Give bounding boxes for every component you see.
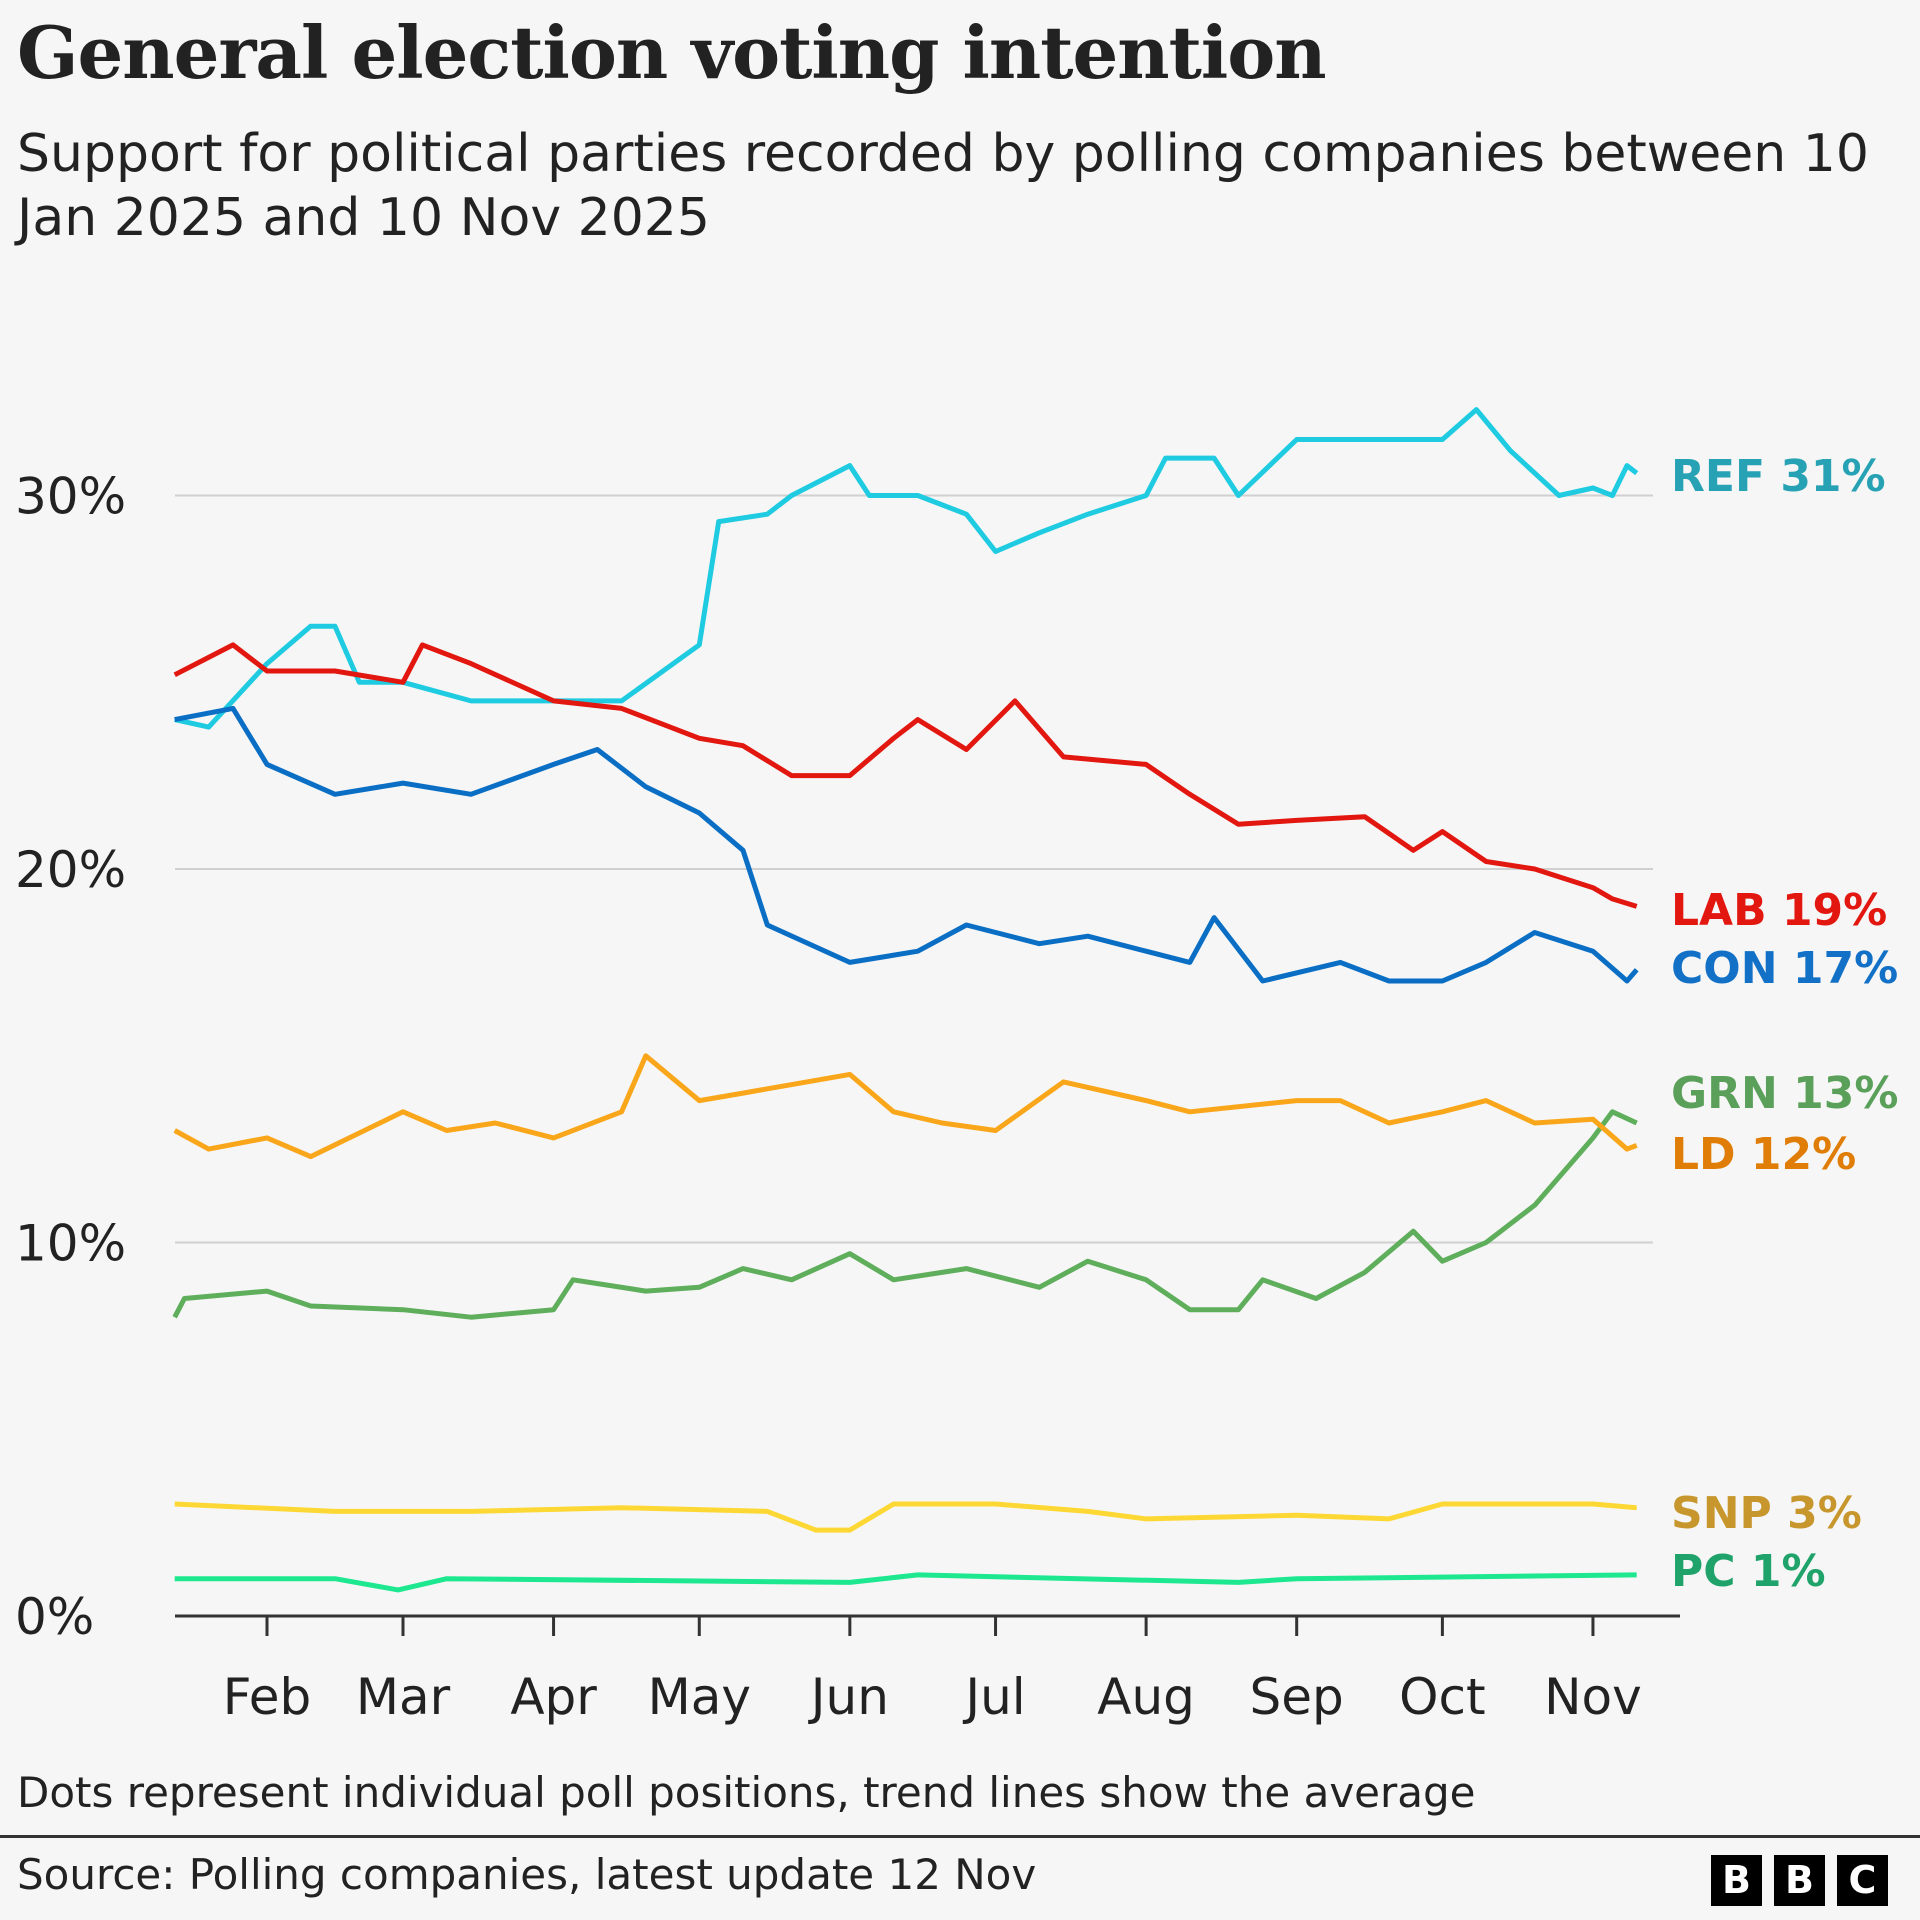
series-label-snp: SNP 3% xyxy=(1671,1488,1862,1539)
x-tick-label: Oct xyxy=(1399,1668,1485,1726)
series-label-lab: LAB 19% xyxy=(1671,885,1887,936)
x-tick-label: Aug xyxy=(1097,1668,1195,1726)
series-label-grn: GRN 13% xyxy=(1671,1068,1898,1119)
source-text: Source: Polling companies, latest update… xyxy=(17,1850,1037,1899)
x-tick-label: May xyxy=(648,1668,751,1726)
x-tick-label: Feb xyxy=(223,1668,312,1726)
x-tick-label: Sep xyxy=(1250,1668,1344,1726)
x-tick-label: Jul xyxy=(962,1668,1025,1726)
footer-divider xyxy=(0,1835,1920,1838)
chart-note: Dots represent individual poll positions… xyxy=(17,1768,1476,1817)
series-label-ld: LD 12% xyxy=(1671,1129,1856,1180)
y-tick-label: 10% xyxy=(15,1215,126,1273)
y-tick-label: 30% xyxy=(15,468,126,526)
x-tick-label: Mar xyxy=(356,1668,451,1726)
trend-line-ld xyxy=(173,1053,1638,1160)
series-label-pc: PC 1% xyxy=(1671,1546,1826,1597)
series-label-con: CON 17% xyxy=(1671,943,1898,994)
trend-line-grn xyxy=(172,1109,1638,1320)
y-tick-label: 0% xyxy=(15,1588,94,1646)
line-chart: 0% 10% 20% 30% Feb Mar Apr May Jun Jul Aug Sep Oct No… xyxy=(15,407,1898,1726)
y-tick-label: 20% xyxy=(15,841,126,899)
trend-line-snp xyxy=(174,1501,1637,1533)
trend-line-pc xyxy=(174,1572,1637,1593)
x-tick-label: Jun xyxy=(808,1668,889,1726)
x-tick-label: Apr xyxy=(510,1668,597,1726)
series-label-ref: REF 31% xyxy=(1671,451,1886,502)
x-tick-label: Nov xyxy=(1544,1668,1642,1726)
chart-subtitle: Support for political parties recorded b… xyxy=(17,124,1869,248)
trend-line-lab xyxy=(173,642,1638,909)
trend-line-con xyxy=(174,705,1639,984)
chart-title: General election voting intention xyxy=(17,10,1327,95)
